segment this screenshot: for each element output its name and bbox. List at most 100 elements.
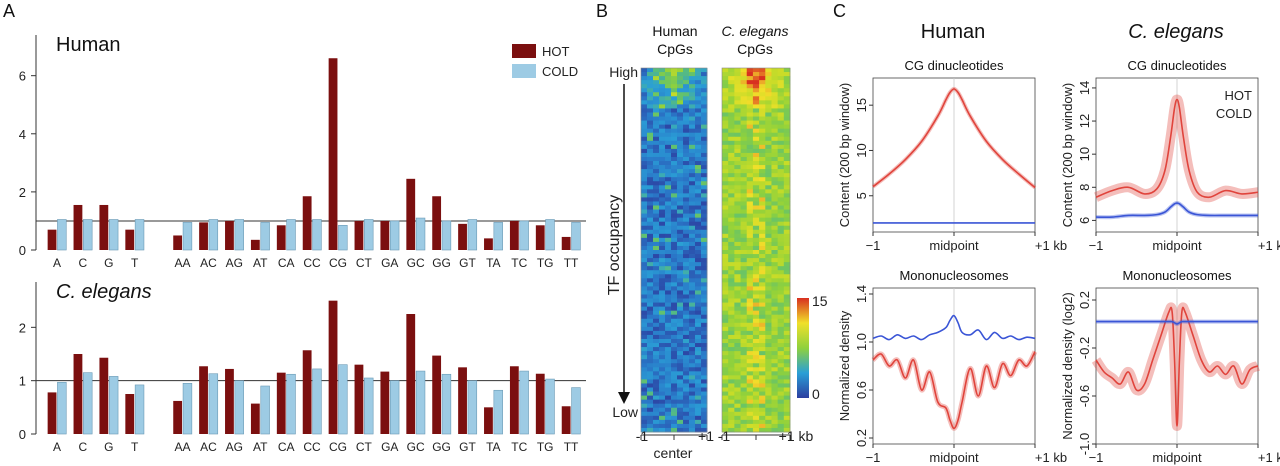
heatmap-cell-human (653, 72, 660, 77)
heatmap-cell-human (671, 322, 678, 328)
heatmap-cell-celegans (765, 193, 772, 198)
heatmap-cell-celegans (734, 302, 741, 308)
heatmap-cell-human (683, 359, 690, 364)
heatmap-cell-celegans (728, 124, 735, 130)
heatmap-cell-celegans (771, 338, 779, 344)
category-label: CA (278, 256, 295, 270)
heatmap-cell-celegans (752, 399, 760, 405)
heatmap-cell-celegans (734, 262, 741, 267)
heatmap-cell-human (677, 92, 684, 97)
heatmap-cell-celegans (728, 201, 735, 206)
legend-swatch-hot (512, 44, 536, 58)
heatmap-cell-celegans (722, 371, 729, 376)
heatmap-cell-celegans (765, 371, 772, 376)
heatmap-cell-celegans (771, 375, 779, 380)
heatmap-cell-human (671, 403, 678, 409)
heatmap-cell-celegans (746, 80, 754, 85)
heatmap-cell-celegans (777, 233, 785, 239)
heatmap-cell-celegans (746, 274, 754, 279)
heatmap-cell-human (695, 427, 702, 433)
heatmap-cell-celegans (722, 391, 729, 396)
heatmap-cell-human (689, 262, 696, 267)
bar-cold (415, 217, 426, 251)
heatmap-cell-human (665, 379, 672, 384)
heatmap-cell-human (677, 314, 684, 320)
heatmap-cell-celegans (746, 88, 754, 93)
heatmap-cell-celegans (771, 213, 779, 219)
heatmap-cell-celegans (746, 241, 754, 247)
bar-cold (415, 370, 426, 435)
heatmap-cell-human (701, 371, 708, 376)
heatmap-cell-celegans (777, 92, 785, 97)
heatmap-cell-human (689, 391, 696, 396)
y-axis-label: Content (200 bp window) (1060, 83, 1075, 228)
heatmap-cell-human (665, 96, 672, 101)
heatmap-cell-human (695, 165, 702, 170)
heatmap-cell-human (683, 290, 690, 295)
heatmap-cell-celegans (734, 355, 741, 360)
heatmap-cell-celegans (746, 359, 754, 364)
heatmap-cell-human (701, 375, 708, 380)
heatmap-cell-celegans (771, 177, 779, 182)
heatmap-cell-human (641, 347, 648, 352)
heatmap-cell-celegans (728, 423, 735, 429)
heatmap-cell-celegans (734, 128, 741, 134)
heatmap-cell-human (695, 152, 702, 158)
bar-cold (182, 383, 193, 435)
heatmap-cell-celegans (777, 185, 785, 190)
heatmap-cell-celegans (765, 411, 772, 417)
heatmap-cell-human (671, 205, 678, 210)
heatmap-cell-celegans (722, 213, 729, 219)
category-label: CC (303, 440, 321, 454)
heatmap-cell-human (653, 181, 660, 186)
heatmap-cell-human (677, 310, 684, 316)
bar-cold (83, 372, 93, 435)
heatmap-cell-human (671, 68, 678, 73)
heatmap-cell-celegans (740, 343, 748, 348)
heatmap-cell-human (689, 270, 696, 275)
heatmap-cell-celegans (759, 306, 766, 312)
heatmap-cell-celegans (752, 197, 760, 202)
heatmap-cell-human (695, 298, 702, 303)
heatmap-cell-human (683, 415, 690, 421)
heatmap-cell-human (683, 314, 690, 320)
heatmap-cell-human (671, 104, 678, 109)
heatmap-cell-celegans (740, 367, 748, 372)
heatmap-cell-human (653, 334, 660, 340)
heatmap-cell-celegans (752, 140, 760, 146)
heatmap-cell-celegans (728, 338, 735, 344)
heatmap-frame-human (640, 67, 708, 433)
heatmap-cell-human (665, 363, 672, 368)
heatmap-cell-celegans (740, 306, 748, 312)
heatmap-cell-celegans (722, 286, 729, 291)
heatmap-cell-human (695, 383, 702, 388)
heatmap-cell-human (659, 415, 666, 421)
heatmap-cell-human (701, 314, 708, 320)
heatmap-cell-human (671, 140, 678, 146)
heatmap-cell-human (695, 294, 702, 299)
heatmap-cell-human (647, 237, 654, 243)
heatmap-cell-celegans (765, 161, 772, 166)
heatmap-cell-celegans (746, 419, 754, 425)
heatmap-cell-celegans (728, 132, 735, 138)
heatmap-cell-celegans (722, 165, 729, 170)
heatmap-cell-celegans (759, 262, 766, 267)
heatmap-cell-human (671, 343, 678, 348)
heatmap-cell-human (689, 197, 696, 202)
heatmap-cell-celegans (734, 165, 741, 170)
heatmap-cell-human (683, 140, 690, 146)
heatmap-cell-celegans (759, 343, 766, 348)
heatmap-cell-human (653, 326, 660, 332)
category-label: CT (356, 256, 373, 270)
heatmap-cell-human (665, 347, 672, 352)
heatmap-cell-celegans (765, 116, 772, 121)
heatmap-cell-celegans (728, 371, 735, 376)
heatmap-cell-celegans (759, 282, 766, 287)
heatmap-cell-human (695, 68, 702, 73)
heatmap-cell-human (665, 334, 672, 340)
heatmap-cell-human (683, 112, 690, 117)
heatmap-cell-human (641, 411, 648, 417)
bar-hot (328, 58, 338, 251)
heatmap-cell-human (641, 241, 648, 247)
heatmap-cell-human (701, 128, 708, 134)
